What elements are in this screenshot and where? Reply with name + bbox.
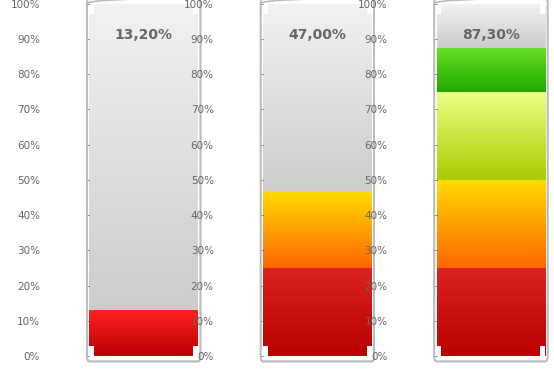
Bar [263,4,268,14]
Bar [193,346,198,356]
Bar [541,346,545,356]
Text: 87,30%: 87,30% [462,28,520,42]
Bar [437,4,442,14]
Bar [437,346,442,356]
Bar [367,4,372,14]
FancyBboxPatch shape [261,0,374,361]
Text: 13,20%: 13,20% [115,28,173,42]
FancyBboxPatch shape [434,0,548,361]
Text: 47,00%: 47,00% [289,28,346,42]
Bar [263,346,268,356]
FancyBboxPatch shape [87,0,201,361]
Bar [90,346,94,356]
Bar [90,4,94,14]
Bar [367,346,372,356]
Bar [193,4,198,14]
Bar [541,4,545,14]
